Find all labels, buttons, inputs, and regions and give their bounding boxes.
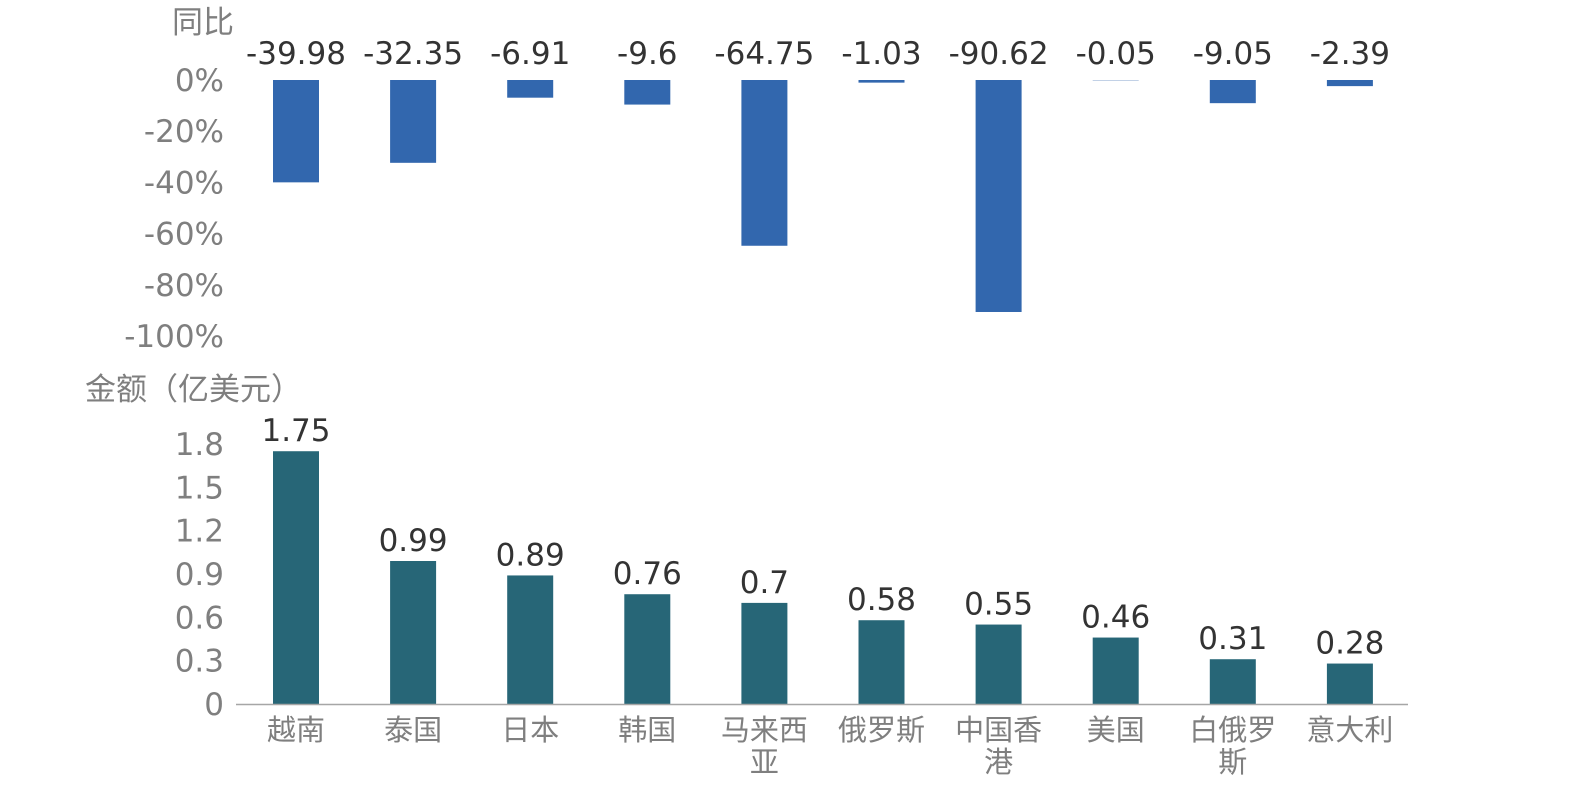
amount-bar — [741, 602, 788, 704]
yoy-bar — [1209, 80, 1256, 104]
category-label-line: 亚 — [750, 745, 779, 779]
category-label-line: 中国香 — [955, 713, 1042, 747]
amount-data-label: 0.76 — [613, 556, 682, 592]
category-label: 俄罗斯 — [838, 713, 925, 747]
category-label-line: 马来西 — [721, 713, 808, 747]
yoy-data-label: -32.35 — [363, 36, 463, 72]
yoy-bar — [390, 80, 437, 163]
yoy-chart: 同比 0% -20% -40% -60% -80% -100% -39.98 -32.35 -6… — [124, 5, 1390, 355]
category-label-line: 意大利 — [1306, 713, 1393, 747]
category-label-line: 斯 — [1218, 745, 1247, 779]
amount-data-label: 0.28 — [1315, 626, 1384, 662]
yoy-data-label: -2.39 — [1310, 36, 1390, 72]
amount-bar — [507, 575, 554, 704]
amount-bar — [1209, 659, 1256, 704]
yoy-bar — [858, 80, 905, 83]
category-label-line: 泰国 — [384, 713, 442, 747]
amount-y-tick-label: 0.3 — [175, 644, 224, 680]
amount-data-label: 0.31 — [1198, 621, 1267, 657]
amount-y-tick-label: 0 — [204, 687, 224, 723]
category-label-line: 韩国 — [618, 713, 676, 747]
category-label-line: 越南 — [267, 713, 325, 747]
yoy-axis-title: 同比 — [172, 5, 234, 41]
amount-chart: 金额（亿美元） 1.8 1.5 1.2 0.9 0.6 0.3 0 1.75 越南 0.99 泰国 0… — [85, 372, 1408, 779]
category-label-line: 白俄罗 — [1189, 713, 1276, 747]
amount-data-label: 0.99 — [379, 523, 448, 559]
yoy-y-tick-label: -80% — [144, 268, 224, 304]
category-label: 美国 — [1087, 713, 1145, 747]
yoy-bar — [975, 80, 1022, 312]
amount-y-tick-label: 1.5 — [175, 470, 224, 506]
yoy-data-label: -64.75 — [714, 36, 814, 72]
category-label: 越南 — [267, 713, 325, 747]
amount-bar — [273, 451, 319, 704]
amount-axis-title: 金额（亿美元） — [85, 372, 302, 408]
category-label: 意大利 — [1306, 713, 1393, 747]
yoy-y-tick-label: -60% — [144, 217, 224, 253]
yoy-y-tick-label: -100% — [124, 319, 224, 355]
category-label: 白俄罗斯 — [1189, 713, 1276, 779]
yoy-y-tick-label: -40% — [144, 165, 224, 201]
yoy-bar — [741, 80, 788, 246]
yoy-data-label: -90.62 — [949, 36, 1049, 72]
category-label: 马来西亚 — [721, 713, 808, 779]
amount-y-tick-label: 1.2 — [175, 514, 224, 550]
category-label: 日本 — [501, 713, 559, 747]
amount-data-label: 1.75 — [261, 413, 330, 449]
amount-y-tick-label: 0.6 — [175, 600, 224, 636]
amount-data-label: 0.89 — [496, 537, 565, 573]
amount-bar — [390, 561, 437, 704]
category-label-line: 日本 — [501, 713, 559, 747]
category-label-line: 港 — [984, 745, 1013, 779]
yoy-data-label: -9.6 — [617, 36, 678, 72]
yoy-data-label: -1.03 — [841, 36, 921, 72]
yoy-y-tick-label: -20% — [144, 114, 224, 150]
amount-data-label: 0.58 — [847, 582, 916, 618]
amount-bar — [1326, 663, 1373, 704]
amount-bar — [858, 620, 905, 704]
yoy-data-label: -39.98 — [246, 36, 346, 72]
amount-data-label: 0.55 — [964, 587, 1033, 623]
amount-data-label: 0.46 — [1081, 600, 1150, 636]
category-label: 中国香港 — [955, 713, 1042, 779]
yoy-data-label: -6.91 — [490, 36, 570, 72]
amount-bar — [975, 624, 1022, 704]
amount-y-tick-label: 0.9 — [175, 557, 224, 593]
yoy-y-tick-label: 0% — [175, 63, 224, 99]
amount-bar — [624, 594, 671, 704]
category-label: 泰国 — [384, 713, 442, 747]
yoy-bar — [624, 80, 671, 105]
yoy-bar — [507, 80, 554, 98]
category-label-line: 俄罗斯 — [838, 713, 925, 747]
category-label-line: 美国 — [1087, 713, 1145, 747]
yoy-data-label: -0.05 — [1076, 36, 1156, 72]
category-label: 韩国 — [618, 713, 676, 747]
amount-bar — [1092, 637, 1139, 704]
yoy-bar — [273, 80, 319, 183]
amount-data-label: 0.7 — [740, 565, 789, 601]
amount-y-tick-label: 1.8 — [175, 427, 224, 463]
yoy-data-label: -9.05 — [1193, 36, 1273, 72]
yoy-bar — [1326, 80, 1373, 87]
